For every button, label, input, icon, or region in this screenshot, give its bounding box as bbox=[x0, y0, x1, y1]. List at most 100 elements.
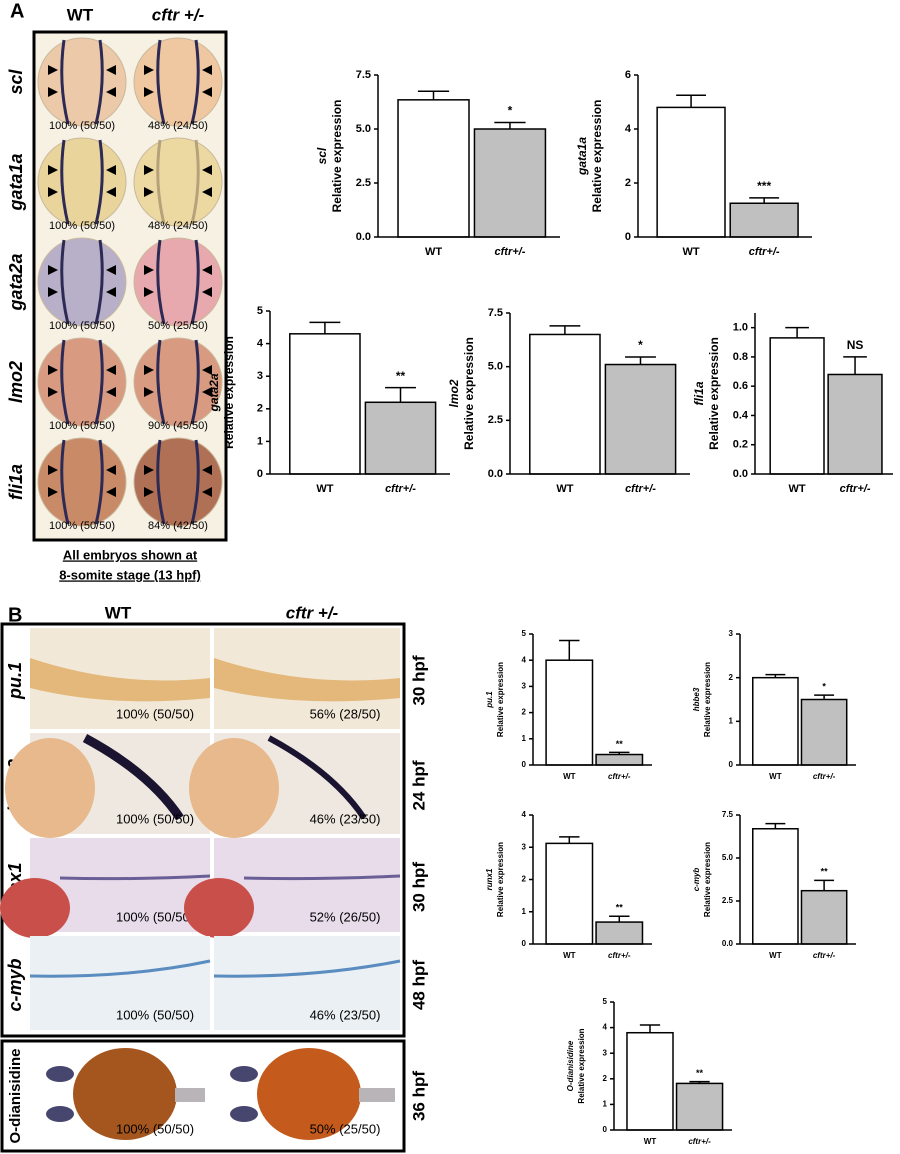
yolk bbox=[73, 1048, 177, 1140]
bar bbox=[656, 106, 726, 238]
expression bbox=[213, 959, 401, 978]
y-tick-label: 5 bbox=[603, 997, 608, 1006]
panel-label: B bbox=[8, 604, 22, 626]
arrowhead bbox=[48, 87, 58, 97]
arrowhead bbox=[48, 165, 58, 175]
x-tick-label: cftr+/- bbox=[749, 246, 780, 258]
percent-label: 50% (25/50) bbox=[148, 320, 208, 332]
arrowhead bbox=[48, 387, 58, 397]
x-tick-label: cftr+/- bbox=[625, 483, 656, 495]
significance: NS bbox=[847, 338, 864, 352]
y-tick-label: 1 bbox=[603, 1100, 608, 1109]
y-tick-label: 3 bbox=[603, 1048, 608, 1057]
expression-stripe bbox=[60, 39, 104, 125]
embryo bbox=[37, 437, 127, 527]
y-tick-label: 0 bbox=[522, 760, 527, 769]
arrowhead bbox=[106, 487, 116, 497]
expression-stripe bbox=[60, 339, 104, 425]
yolk bbox=[257, 1048, 361, 1140]
column-header: WT bbox=[105, 603, 132, 622]
y-tick-label: 2.5 bbox=[488, 414, 503, 426]
arrowhead bbox=[202, 65, 212, 75]
arrowhead bbox=[106, 265, 116, 275]
y-tick-label: 2 bbox=[522, 708, 527, 717]
y-tick-label: 5.0 bbox=[488, 361, 503, 373]
y-tick-label: 0 bbox=[522, 939, 527, 948]
x-tick-label: cftr+/- bbox=[813, 772, 836, 781]
arrowhead bbox=[202, 287, 212, 297]
y-tick-label: 2 bbox=[522, 875, 527, 884]
expression bbox=[59, 874, 211, 881]
expression bbox=[82, 734, 184, 821]
y-tick-label: 0 bbox=[257, 468, 263, 480]
percent-label: 100% (50/50) bbox=[49, 320, 115, 332]
embryo bbox=[37, 37, 127, 127]
percent-label: 100% (50/50) bbox=[116, 1007, 194, 1022]
x-tick-label: WT bbox=[563, 772, 576, 781]
eye bbox=[230, 1106, 258, 1122]
y-tick-label: 4 bbox=[522, 810, 527, 819]
y-tick-label: 2 bbox=[729, 673, 734, 682]
expression-stripe bbox=[60, 139, 104, 225]
y-tick-label: 0.0 bbox=[722, 939, 734, 948]
arrowhead bbox=[106, 165, 116, 175]
eye bbox=[46, 1066, 74, 1082]
embryo bbox=[133, 337, 223, 427]
y-tick-label: 1 bbox=[522, 907, 527, 916]
y-tick-label: 0.0 bbox=[356, 231, 371, 243]
column-header: WT bbox=[67, 5, 94, 24]
y-tick-label: 4 bbox=[257, 338, 264, 350]
percent-label: 48% (24/50) bbox=[148, 120, 208, 132]
yolk bbox=[0, 878, 70, 938]
arrowhead bbox=[106, 287, 116, 297]
y-tick-label: 0.4 bbox=[733, 409, 749, 421]
arrowhead bbox=[144, 265, 154, 275]
percent-label: 100% (50/50) bbox=[116, 706, 194, 721]
bar bbox=[545, 842, 594, 945]
expression-stripe bbox=[156, 339, 200, 425]
y-tick-label: 2 bbox=[625, 177, 631, 189]
y-tick-label: 4 bbox=[625, 123, 632, 135]
arrowhead bbox=[106, 87, 116, 97]
y-axis-label: O-dianisidine bbox=[566, 1040, 575, 1091]
bar bbox=[289, 333, 361, 475]
row-label: c-myb bbox=[5, 958, 25, 1011]
expression-stripe bbox=[60, 439, 104, 525]
bar bbox=[595, 921, 644, 945]
y-axis-label: scl bbox=[315, 147, 329, 164]
x-tick-label: WT bbox=[563, 951, 576, 960]
y-tick-label: 5.0 bbox=[356, 123, 371, 135]
percent-label: 100% (50/50) bbox=[49, 420, 115, 432]
y-tick-label: 1 bbox=[729, 716, 734, 725]
y-axis-label: Relative expression bbox=[590, 100, 604, 213]
arrowhead bbox=[144, 65, 154, 75]
y-tick-label: 4 bbox=[603, 1023, 608, 1032]
eye bbox=[46, 1106, 74, 1122]
stage-label: 30 hpf bbox=[409, 655, 428, 705]
yolk bbox=[189, 738, 279, 838]
y-tick-label: 0.0 bbox=[733, 468, 748, 480]
arrowhead bbox=[48, 265, 58, 275]
percent-label: 100% (50/50) bbox=[49, 220, 115, 232]
arrowhead bbox=[48, 487, 58, 497]
y-tick-label: 0.6 bbox=[733, 380, 748, 392]
arrowhead bbox=[48, 287, 58, 297]
significance: ** bbox=[396, 369, 406, 383]
bar bbox=[604, 363, 677, 475]
y-tick-label: 5 bbox=[257, 305, 263, 317]
x-tick-label: WT bbox=[769, 772, 782, 781]
arrowhead bbox=[144, 387, 154, 397]
arrowhead bbox=[48, 187, 58, 197]
y-axis-label: pu.1 bbox=[485, 691, 494, 709]
y-tick-label: 1 bbox=[522, 734, 527, 743]
arrowhead bbox=[106, 387, 116, 397]
x-tick-label: cftr+/- bbox=[608, 772, 631, 781]
y-axis-label: runx1 bbox=[485, 868, 494, 890]
y-axis-label: Relative expression bbox=[222, 336, 236, 449]
significance: ** bbox=[696, 1068, 704, 1078]
percent-label: 56% (28/50) bbox=[310, 706, 381, 721]
yolk bbox=[5, 738, 95, 838]
arrowhead bbox=[106, 365, 116, 375]
bar bbox=[626, 1031, 674, 1131]
y-tick-label: 2.5 bbox=[722, 896, 734, 905]
